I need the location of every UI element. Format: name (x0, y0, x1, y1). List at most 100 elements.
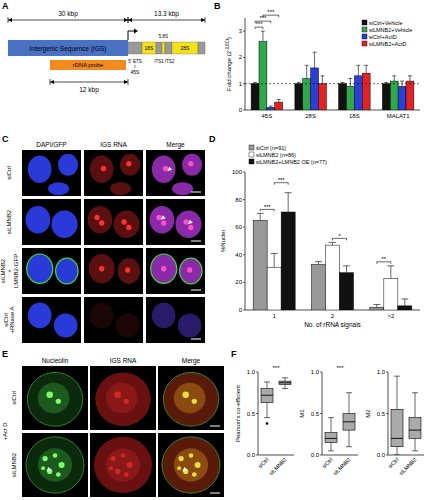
span-arrow (50, 80, 54, 84)
y-tick (243, 254, 245, 255)
segment-label: ITS2 (165, 59, 175, 64)
legend-swatch (249, 159, 254, 164)
nucleus (110, 182, 131, 195)
nucleus (58, 154, 78, 176)
legend-swatch (249, 145, 254, 150)
whisker-min (264, 403, 270, 418)
micrograph-bg (22, 366, 88, 430)
micrograph-bg (146, 297, 205, 343)
nucleolus (177, 466, 181, 470)
y-tick (320, 372, 322, 373)
nucleolus (192, 399, 197, 404)
span-label: 13.3 kbp (154, 10, 179, 18)
whisker-max (282, 378, 288, 381)
legend-label: siLMNB2+LMNB2 OE (n=77) (256, 159, 327, 165)
nucleus (180, 258, 202, 284)
segment-label: 5' ETS (128, 59, 141, 64)
significance: * (338, 233, 341, 239)
bar (303, 78, 311, 110)
span-arrow (124, 18, 128, 22)
igs-block (8, 40, 128, 56)
nucleolus (189, 453, 194, 457)
rna-spot (187, 267, 192, 273)
error-bar (271, 253, 278, 267)
bar (390, 81, 398, 110)
row-label: +RNase A (9, 306, 15, 333)
y-tick (243, 172, 245, 173)
nucleus (38, 448, 72, 481)
bar (267, 107, 275, 110)
x-tick-label: 18S (349, 113, 360, 119)
bar (251, 84, 259, 110)
whisker-max (346, 393, 352, 414)
nucleolus (56, 399, 61, 404)
nucleus (38, 383, 70, 414)
rna-spot (161, 266, 166, 272)
y-tick (243, 110, 245, 111)
nucleus (89, 254, 115, 283)
error-bar (356, 65, 360, 76)
y-tick (386, 455, 388, 456)
x-tick-label: siCtrl (257, 456, 270, 469)
micrograph-bg (22, 433, 88, 497)
row-label: siLMNB2 (0, 258, 6, 283)
legend-label: siCtrl+Vehicle (369, 20, 402, 26)
bar (311, 68, 319, 110)
sig-bracket (263, 15, 279, 17)
micrograph (22, 150, 81, 196)
error-bar (392, 76, 396, 81)
rna-spot (161, 220, 166, 226)
micrograph-bg (146, 248, 205, 294)
bar (347, 86, 355, 110)
sig-bracket (274, 183, 288, 185)
rdna-segment (142, 42, 156, 54)
micrograph-bg (22, 248, 81, 294)
span-label: 12 kbp (79, 86, 99, 94)
error-bar (343, 266, 350, 273)
segment-label: ITS1 (154, 59, 164, 64)
y-axis-label: M2 (365, 409, 371, 418)
nucleus (120, 154, 140, 176)
plot-area (325, 393, 355, 451)
sig-bracket (255, 21, 271, 23)
error-bar (315, 262, 322, 265)
segment-label: 5.8S (159, 34, 168, 39)
bar (312, 264, 326, 310)
micrograph-bg (158, 366, 224, 430)
nucleus (152, 156, 176, 184)
y-tick-label: 0 (239, 307, 243, 313)
span-end (128, 17, 129, 23)
micrograph (22, 297, 81, 343)
scale-bar (191, 339, 201, 340)
rna-spot (126, 161, 131, 167)
nucleolus (56, 472, 61, 476)
micrograph-bg (90, 433, 156, 497)
treatment-label: +Act D (2, 422, 8, 441)
igs-label: Intergenic Sequence (IGS) (30, 45, 107, 53)
micrograph (22, 433, 88, 497)
micrograph (146, 150, 205, 196)
whisker-min (412, 438, 418, 450)
row-label: siCtrl (3, 313, 9, 327)
nucleus (52, 211, 78, 239)
significance: *** (259, 15, 267, 21)
arrowhead (182, 467, 187, 472)
scale-bar (191, 290, 201, 291)
significance: *** (272, 365, 280, 371)
significance: *** (264, 204, 272, 210)
panel-label: E (2, 349, 8, 359)
nucleus (28, 303, 52, 329)
micrograph-bg (22, 199, 81, 245)
box (409, 418, 421, 439)
significance: ** (381, 256, 386, 262)
error-bar (387, 266, 394, 278)
median (261, 395, 273, 396)
x-axis (258, 455, 294, 456)
box (261, 389, 273, 403)
whisker-max (328, 418, 334, 433)
bar (354, 76, 362, 110)
cell (95, 372, 150, 426)
y-tick (243, 282, 245, 283)
y-tick (243, 83, 245, 84)
bar (259, 42, 267, 110)
